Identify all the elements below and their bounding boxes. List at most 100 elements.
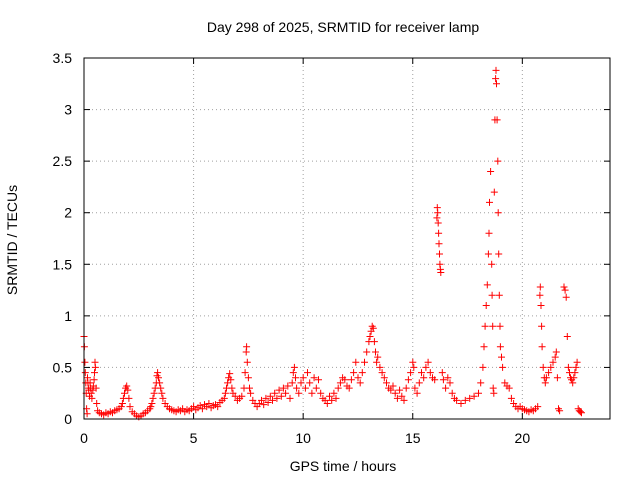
data-point xyxy=(424,358,432,366)
data-point xyxy=(125,394,133,402)
data-point xyxy=(560,283,568,291)
data-point xyxy=(312,384,320,392)
data-point xyxy=(496,343,504,351)
data-point xyxy=(435,240,443,248)
data-point xyxy=(485,229,493,237)
data-point xyxy=(334,384,342,392)
data-point xyxy=(479,363,487,371)
data-point xyxy=(372,348,379,356)
data-point xyxy=(354,374,362,382)
data-point xyxy=(266,392,274,400)
data-point xyxy=(435,229,443,237)
data-point xyxy=(436,250,443,258)
data-point xyxy=(411,384,419,392)
data-point xyxy=(398,392,406,400)
data-point xyxy=(345,384,353,392)
data-point xyxy=(563,333,571,340)
data-point xyxy=(150,389,158,397)
data-point xyxy=(366,333,374,340)
data-point xyxy=(426,369,434,377)
data-point xyxy=(402,384,410,392)
data-point xyxy=(118,400,126,407)
data-point xyxy=(495,250,503,258)
data-point xyxy=(438,369,446,377)
data-point xyxy=(434,209,442,217)
y-tick-label: 1.5 xyxy=(53,256,73,272)
data-point xyxy=(126,403,134,411)
data-point xyxy=(301,384,309,392)
data-point xyxy=(492,66,500,74)
data-point xyxy=(537,302,545,309)
data-point xyxy=(247,389,255,397)
data-point xyxy=(442,384,450,392)
data-point xyxy=(284,382,292,390)
data-point xyxy=(571,369,579,377)
data-point xyxy=(539,363,547,371)
data-point xyxy=(286,394,294,402)
data-point xyxy=(299,374,307,382)
data-point xyxy=(297,379,305,387)
data-point xyxy=(347,376,355,384)
data-point xyxy=(570,374,578,382)
data-point xyxy=(433,214,441,222)
data-point xyxy=(156,379,164,387)
data-point xyxy=(578,409,585,417)
data-point xyxy=(83,410,91,418)
data-point xyxy=(155,374,162,382)
data-point xyxy=(457,400,465,407)
data-point xyxy=(561,286,569,294)
data-point xyxy=(330,389,338,397)
data-point xyxy=(336,379,344,387)
data-point xyxy=(487,168,495,175)
data-point xyxy=(369,324,377,332)
data-point xyxy=(269,396,276,404)
data-point xyxy=(538,322,546,330)
y-tick-label: 2 xyxy=(64,205,72,221)
data-point xyxy=(293,384,301,392)
x-tick-label: 10 xyxy=(295,430,311,446)
data-point xyxy=(326,392,333,400)
data-point xyxy=(350,369,358,377)
data-point xyxy=(275,386,283,394)
data-point xyxy=(264,399,272,406)
data-point xyxy=(562,293,570,301)
data-point xyxy=(549,358,557,366)
data-point xyxy=(413,389,421,397)
data-point xyxy=(304,369,311,377)
data-point xyxy=(542,374,550,382)
data-point xyxy=(536,283,544,291)
data-point xyxy=(226,370,234,378)
data-point xyxy=(418,369,425,377)
data-point xyxy=(279,384,287,392)
data-point xyxy=(159,394,167,402)
data-point xyxy=(238,392,246,400)
data-point xyxy=(262,394,270,402)
data-point xyxy=(493,116,501,124)
data-point xyxy=(277,392,285,400)
y-axis-label: SRMTID / TECUs xyxy=(4,185,20,295)
data-point xyxy=(244,374,252,382)
data-point xyxy=(81,358,89,366)
data-point xyxy=(482,302,490,309)
data-point xyxy=(81,369,89,377)
data-point xyxy=(536,291,544,299)
data-point xyxy=(149,394,157,402)
data-point xyxy=(121,389,128,397)
data-point xyxy=(224,379,232,387)
data-point xyxy=(534,403,542,411)
data-point xyxy=(551,353,559,361)
data-point xyxy=(407,369,415,377)
data-point xyxy=(422,363,430,371)
data-point xyxy=(492,75,500,83)
data-point xyxy=(480,343,488,351)
data-point xyxy=(404,376,412,384)
data-point xyxy=(507,394,515,402)
data-point xyxy=(378,369,386,377)
data-point xyxy=(323,400,331,407)
data-point xyxy=(373,358,381,366)
data-point xyxy=(352,358,360,366)
data-point xyxy=(396,386,404,394)
data-point xyxy=(387,386,395,394)
